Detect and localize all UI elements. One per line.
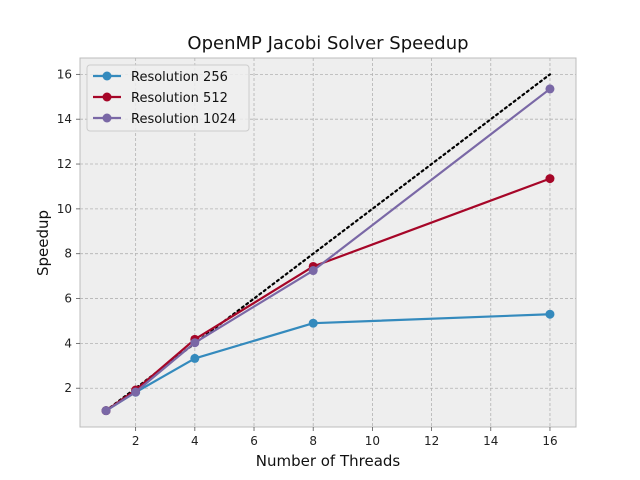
y-tick-label: 6 xyxy=(64,292,72,306)
legend-label-1024: Resolution 1024 xyxy=(131,112,236,127)
legend-label-512: Resolution 512 xyxy=(131,91,228,106)
data-point-resolution-256 xyxy=(545,309,555,319)
legend-box xyxy=(86,64,250,132)
data-point-resolution-256 xyxy=(308,318,318,328)
data-point-resolution-1024 xyxy=(545,84,555,94)
data-series xyxy=(101,84,555,416)
data-point-resolution-1024 xyxy=(308,266,318,276)
y-tick-label: 8 xyxy=(64,247,72,261)
legend-marker-1024 xyxy=(102,113,112,123)
data-point-resolution-256 xyxy=(190,353,200,363)
data-point-resolution-1024 xyxy=(190,338,200,348)
y-tick-label: 2 xyxy=(64,381,72,395)
x-tick-label: 16 xyxy=(542,434,557,448)
x-axis-ticks: 2 4 6 8 10 12 14 16 xyxy=(132,427,558,448)
y-tick-label: 14 xyxy=(57,112,72,126)
chart-title: OpenMP Jacobi Solver Speedup xyxy=(187,33,468,54)
y-tick-label: 16 xyxy=(57,67,72,81)
legend-marker-512 xyxy=(102,92,112,102)
data-point-resolution-1024 xyxy=(131,387,141,397)
x-tick-label: 8 xyxy=(309,434,317,448)
data-point-resolution-512 xyxy=(545,174,555,184)
y-axis-label: Speedup xyxy=(34,210,52,276)
x-tick-label: 6 xyxy=(250,434,258,448)
legend-marker-256 xyxy=(102,71,112,81)
x-tick-label: 10 xyxy=(365,434,380,448)
x-tick-label: 4 xyxy=(191,434,199,448)
x-tick-label: 2 xyxy=(132,434,140,448)
data-point-resolution-1024 xyxy=(101,406,111,416)
x-tick-label: 14 xyxy=(483,434,498,448)
x-tick-label: 12 xyxy=(424,434,439,448)
y-axis-ticks: 2 4 6 8 10 12 14 16 xyxy=(57,67,80,395)
y-tick-label: 10 xyxy=(57,202,72,216)
y-tick-label: 4 xyxy=(64,336,72,350)
legend: Resolution 256 Resolution 512 Resolution… xyxy=(86,64,250,132)
legend-label-256: Resolution 256 xyxy=(131,70,228,85)
x-axis-label: Number of Threads xyxy=(256,452,401,470)
y-tick-label: 12 xyxy=(57,157,72,171)
